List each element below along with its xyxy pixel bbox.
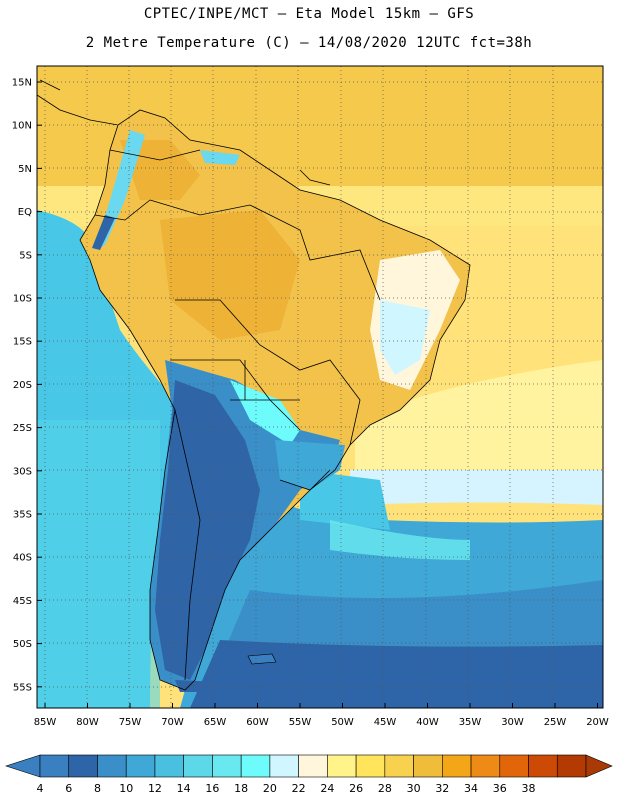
lon-tick-label: 80W [76,717,99,728]
map-subtitle: 2 Metre Temperature (C) – 14/08/2020 12U… [85,35,533,51]
colorbar-label: 38 [521,782,536,795]
lat-tick-label: 50S [13,639,32,650]
colorbar-swatch [499,754,529,778]
colorbar-swatch [240,754,271,778]
lat-tick-label: 10S [13,294,32,305]
lon-tick-label: 35W [459,717,482,728]
lat-tick-label: 35S [13,510,32,521]
colorbar-swatch [327,754,357,778]
colorbar-label: 20 [262,782,277,795]
colorbar-swatch [556,754,587,778]
colorbar-label: 12 [147,782,162,795]
colorbar-label: 26 [349,782,364,795]
lon-tick-label: 65W [204,717,227,728]
lat-tick-label: 25S [13,423,32,434]
lon-tick-label: 85W [34,717,57,728]
lat-tick-label: 30S [13,466,32,477]
colorbar-label: 34 [464,782,479,795]
lon-tick-label: 55W [289,717,312,728]
colorbar-swatch [442,754,472,778]
colorbar-swatch [413,754,443,778]
colorbar-swatch [125,754,156,778]
colorbar-min-arrow [5,754,41,778]
lon-tick-label: 40W [416,717,439,728]
country-borders [37,79,471,691]
colorbar-swatch [298,754,328,778]
lon-tick-label: 60W [246,717,269,728]
colorbar-swatch [355,754,386,778]
colorbar-swatch [269,754,299,778]
colorbar-label: 10 [119,782,134,795]
colorbar-label: 8 [93,782,101,795]
colorbar-swatch [39,754,70,778]
colorbar-label: 14 [176,782,191,795]
colorbar [5,754,613,778]
colorbar-swatch [528,754,558,778]
colorbar-swatch [68,754,98,778]
lon-tick-label: 45W [374,717,397,728]
lat-tick-label: 45S [13,596,32,607]
colorbar-label: 24 [320,782,335,795]
colorbar-label: 18 [234,782,249,795]
colorbar-label: 22 [291,782,306,795]
lon-tick-label: 25W [544,717,567,728]
lat-tick-label: 20S [13,380,32,391]
temperature-field [37,66,603,708]
lat-tick-label: 5N [18,164,32,175]
colorbar-swatch [154,754,184,778]
lat-tick-label: 15N [12,78,32,89]
colorbar-swatch [470,754,501,778]
colorbar-swatch [97,754,127,778]
lon-tick-label: 75W [119,717,142,728]
lat-tick-label: 10N [12,121,32,132]
lat-tick-label: 5S [19,250,32,261]
lat-tick-label: 40S [13,553,32,564]
lon-tick-label: 30W [501,717,524,728]
longitude-axis: 85W 80W 75W 70W 65W 60W 55W 50W 45W 40W 35W 30W 25W 2… [34,703,609,728]
lon-tick-label: 50W [331,717,354,728]
colorbar-label: 30 [406,782,421,795]
lat-tick-label: 15S [13,337,32,348]
colorbar-label: 4 [36,782,44,795]
lat-tick-label: 55S [13,682,32,693]
map-title: CPTEC/INPE/MCT – Eta Model 15km – GFS [143,6,475,22]
colorbar-label: 6 [65,782,73,795]
colorbar-label: 32 [435,782,450,795]
colorbar-label: 36 [492,782,507,795]
lat-tick-label: EQ [18,207,32,218]
lon-tick-label: 20W [586,717,609,728]
colorbar-swatch [384,754,414,778]
colorbar-label: 16 [205,782,220,795]
colorbar-label: 28 [377,782,392,795]
latitude-axis: 15N 10N 5N EQ 5S 10S 15S 20S 25S 30S 35S 40S 45S 50S 5… [12,78,42,693]
lon-tick-label: 70W [161,717,184,728]
colorbar-swatch [183,754,213,778]
plot-frame [36,65,604,709]
colorbar-max-arrow [585,754,613,778]
colorbar-swatch [212,754,242,778]
